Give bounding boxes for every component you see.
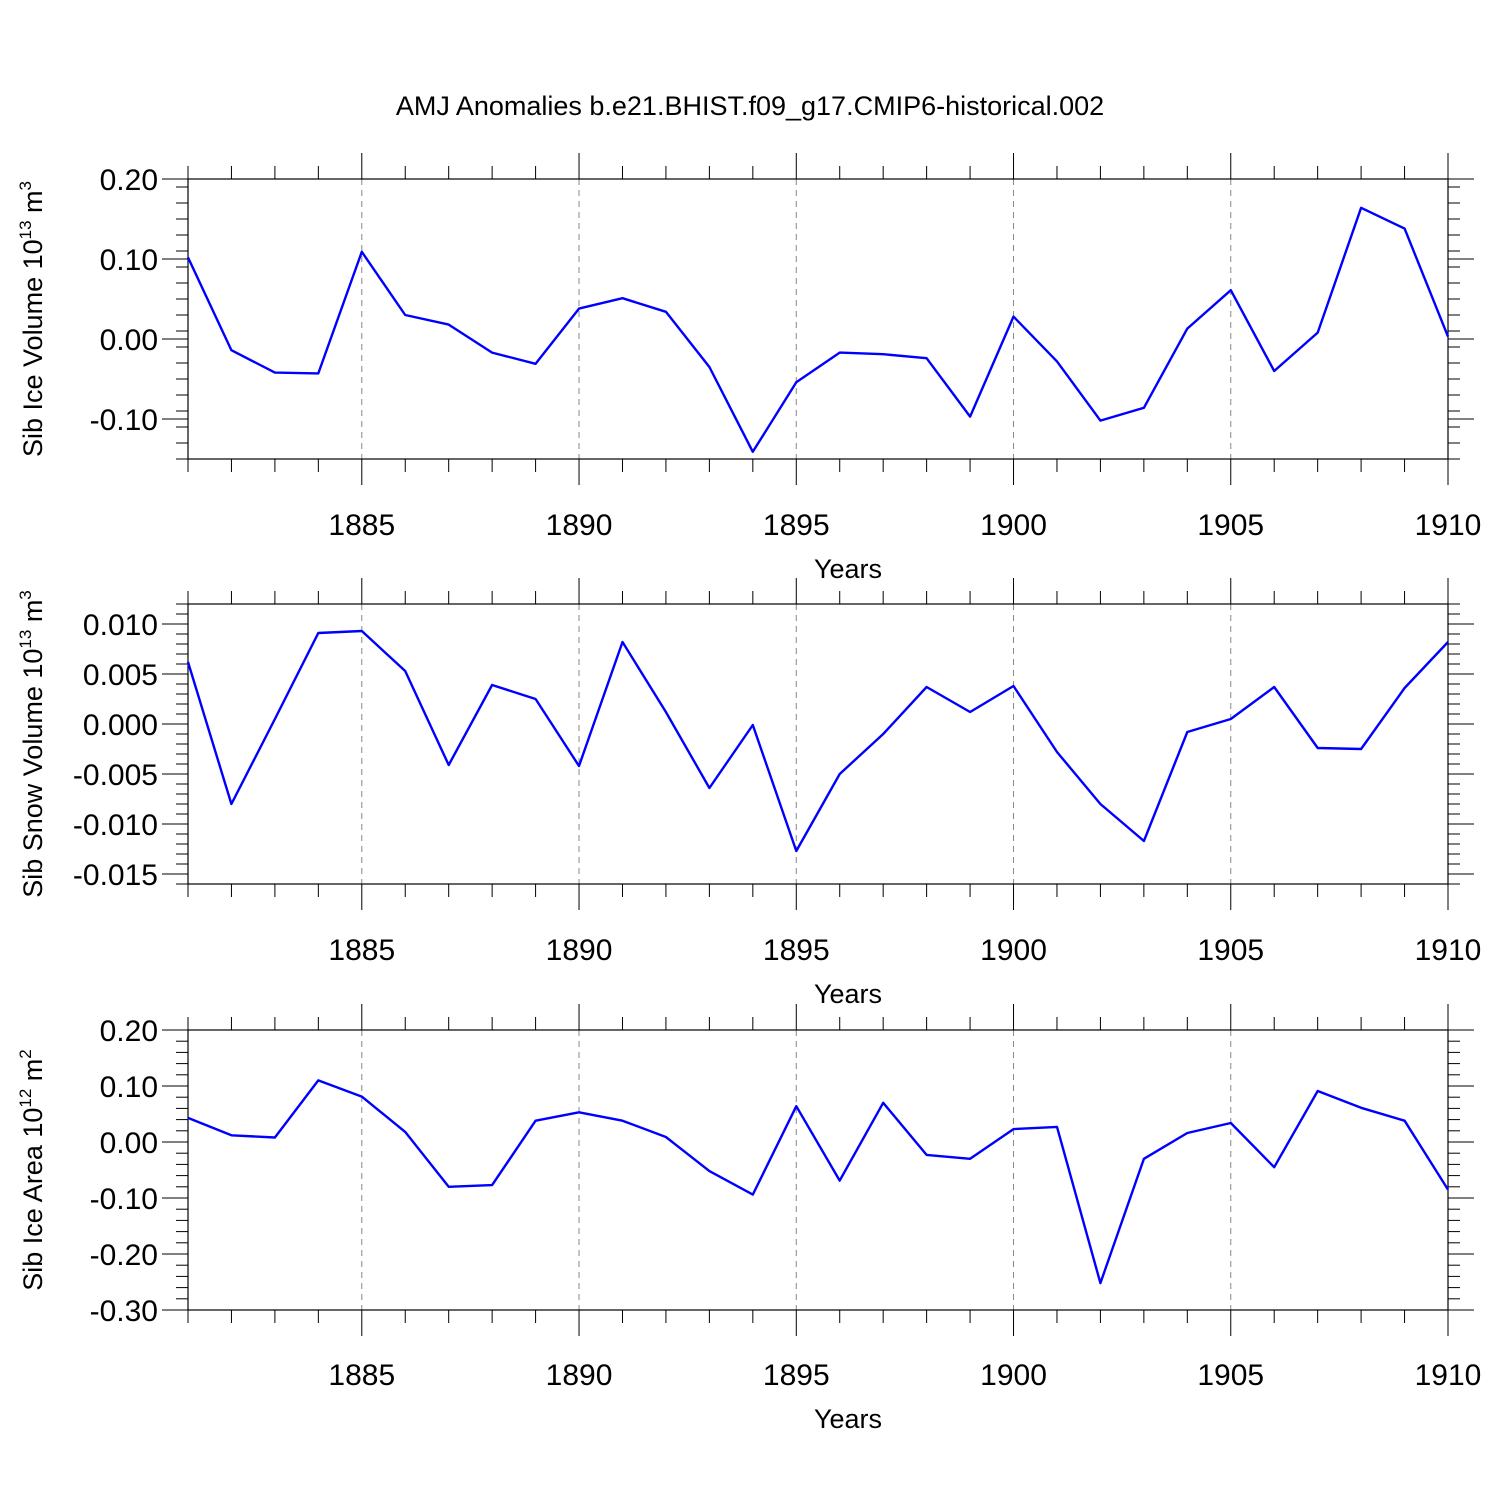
x-tick-label: 1885 (328, 1359, 395, 1392)
y-tick-label: -0.010 (73, 809, 158, 842)
x-tick-label: 1900 (980, 934, 1047, 967)
y-tick-label: 0.20 (100, 1015, 158, 1048)
x-tick-label: 1890 (546, 1359, 613, 1392)
x-tick-label: 1890 (546, 934, 613, 967)
x-tick-label: 1895 (763, 1359, 830, 1392)
chart-title: AMJ Anomalies b.e21.BHIST.f09_g17.CMIP6-… (396, 91, 1104, 121)
x-axis-label: Years (814, 1404, 882, 1434)
y-axis-label: Sib Snow Volume 1013 m3 (16, 590, 48, 898)
x-tick-label: 1910 (1415, 1359, 1482, 1392)
x-tick-label: 1895 (763, 934, 830, 967)
y-tick-label: -0.30 (90, 1295, 158, 1328)
y-tick-label: 0.010 (83, 609, 158, 642)
series-line (187, 1079, 1450, 1285)
x-tick-label: 1910 (1415, 934, 1482, 967)
x-tick-label: 1890 (546, 509, 613, 542)
plot-frame (187, 178, 1449, 460)
panel-1: 0.20 0.10 0.00 -0.10 1885 1890 1895 1900 1905 191… (16, 153, 1481, 584)
y-tick-label: 0.00 (100, 324, 158, 357)
x-tick-label: 1885 (328, 509, 395, 542)
x-axis-label: Years (814, 979, 882, 1009)
series-line (186, 629, 1449, 853)
y-tick-label: -0.005 (73, 759, 158, 792)
x-tick-label: 1905 (1197, 934, 1264, 967)
y-tick-label: 0.005 (83, 659, 158, 692)
y-tick-label: 0.10 (100, 244, 158, 277)
x-tick-label: 1905 (1197, 1359, 1264, 1392)
series-line (186, 206, 1450, 453)
panels: 0.20 0.10 0.00 -0.10 1885 1890 1895 1900 1905 191… (16, 153, 1481, 1434)
x-tick-label: 1895 (763, 509, 830, 542)
y-axis-label: Sib Ice Volume 1013 m3 (16, 181, 48, 457)
x-tick-label: 1905 (1197, 509, 1264, 542)
plot-frame (187, 1029, 1449, 1311)
panel-3: 0.20 0.10 0.00 -0.10 -0.20 -0.30 1885 1890 1895 1… (16, 1004, 1481, 1434)
y-tick-label: -0.10 (90, 404, 158, 437)
panel-2: 0.010 0.005 0.000 -0.005 -0.010 -0.015 1885 189… (16, 578, 1481, 1009)
x-tick-label: 1885 (328, 934, 395, 967)
x-tick-label: 1910 (1415, 509, 1482, 542)
x-tick-label: 1900 (980, 509, 1047, 542)
x-axis-label: Years (814, 554, 882, 584)
x-tick-label: 1900 (980, 1359, 1047, 1392)
y-tick-label: 0.000 (83, 709, 158, 742)
y-tick-label: 0.10 (100, 1071, 158, 1104)
y-tick-label: -0.20 (90, 1239, 158, 1272)
y-axis-label: Sib Ice Area 1012 m2 (16, 1049, 48, 1291)
y-tick-label: 0.20 (100, 164, 158, 197)
y-tick-label: -0.10 (90, 1183, 158, 1216)
y-tick-label: -0.015 (73, 859, 158, 892)
y-tick-label: 0.00 (100, 1127, 158, 1160)
